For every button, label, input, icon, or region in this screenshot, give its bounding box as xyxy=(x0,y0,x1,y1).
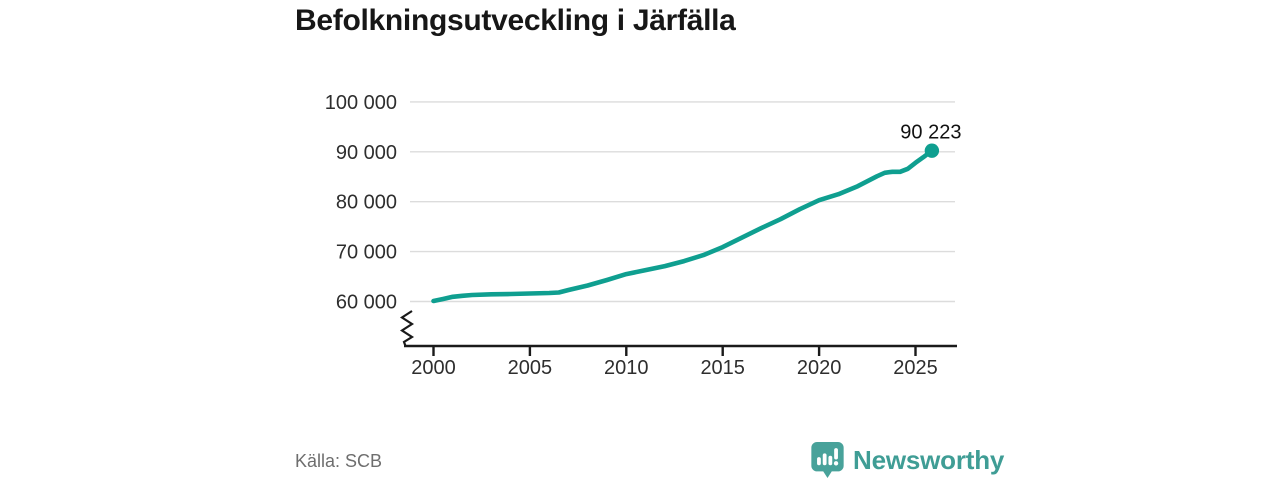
x-tick-label: 2015 xyxy=(700,357,745,379)
source-label: Källa: SCB xyxy=(295,451,383,471)
y-tick-label: 80 000 xyxy=(336,192,397,214)
end-point-value-label: 90 223 xyxy=(900,122,961,144)
population-line xyxy=(431,148,935,304)
y-tick-label: 100 000 xyxy=(325,92,397,114)
newsworthy-wordmark: Newsworthy xyxy=(853,444,1005,475)
newsworthy-badge-icon xyxy=(811,441,844,479)
chart-title: Befolkningsutveckling i Järfälla xyxy=(295,4,736,37)
x-axis-ticks: 2000 2005 2010 2015 2020 2025 xyxy=(411,346,938,379)
y-axis-break-icon xyxy=(399,310,415,347)
end-point-marker xyxy=(924,143,940,158)
y-tick-label: 90 000 xyxy=(336,142,397,164)
y-tick-label: 60 000 xyxy=(336,292,397,314)
x-tick-label: 2000 xyxy=(411,357,456,379)
x-tick-label: 2005 xyxy=(508,357,553,379)
newsworthy-logo: Newsworthy xyxy=(810,441,1004,479)
y-tick-label: 70 000 xyxy=(336,242,397,264)
x-tick-label: 2010 xyxy=(604,357,649,379)
y-axis-labels: 60 000 70 000 80 000 90 000 100 000 xyxy=(325,92,397,314)
gridlines xyxy=(410,101,955,303)
x-tick-label: 2025 xyxy=(893,357,938,379)
x-tick-label: 2020 xyxy=(797,357,842,379)
